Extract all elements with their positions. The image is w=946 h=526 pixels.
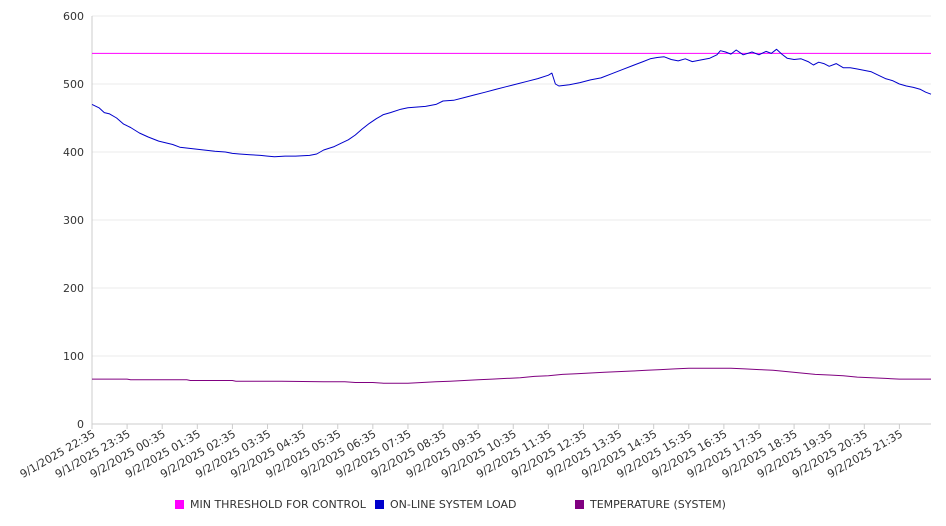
legend-swatch-system-load — [375, 500, 384, 509]
y-tick-label: 400 — [63, 146, 84, 159]
legend-swatch-min-threshold — [175, 500, 184, 509]
legend-label-system-load: ON-LINE SYSTEM LOAD — [390, 498, 517, 511]
legend-label-min-threshold: MIN THRESHOLD FOR CONTROL — [190, 498, 366, 511]
legend-label-temperature: TEMPERATURE (SYSTEM) — [590, 498, 726, 511]
legend-swatch-temperature — [575, 500, 584, 509]
series-temperature-line — [92, 367, 931, 384]
y-tick-label: 300 — [63, 214, 84, 227]
y-tick-label: 100 — [63, 350, 84, 363]
y-tick-label: 600 — [63, 10, 84, 23]
legend-item-temperature[interactable]: TEMPERATURE (SYSTEM) — [575, 498, 726, 511]
series-system-load-line — [91, 48, 932, 158]
y-tick-label: 500 — [63, 78, 84, 91]
chart-legend: MIN THRESHOLD FOR CONTROL ON-LINE SYSTEM… — [0, 498, 946, 514]
legend-item-min-threshold[interactable]: MIN THRESHOLD FOR CONTROL — [175, 498, 366, 511]
legend-item-system-load[interactable]: ON-LINE SYSTEM LOAD — [375, 498, 516, 511]
y-tick-label: 0 — [77, 418, 84, 431]
y-tick-label: 200 — [63, 282, 84, 295]
